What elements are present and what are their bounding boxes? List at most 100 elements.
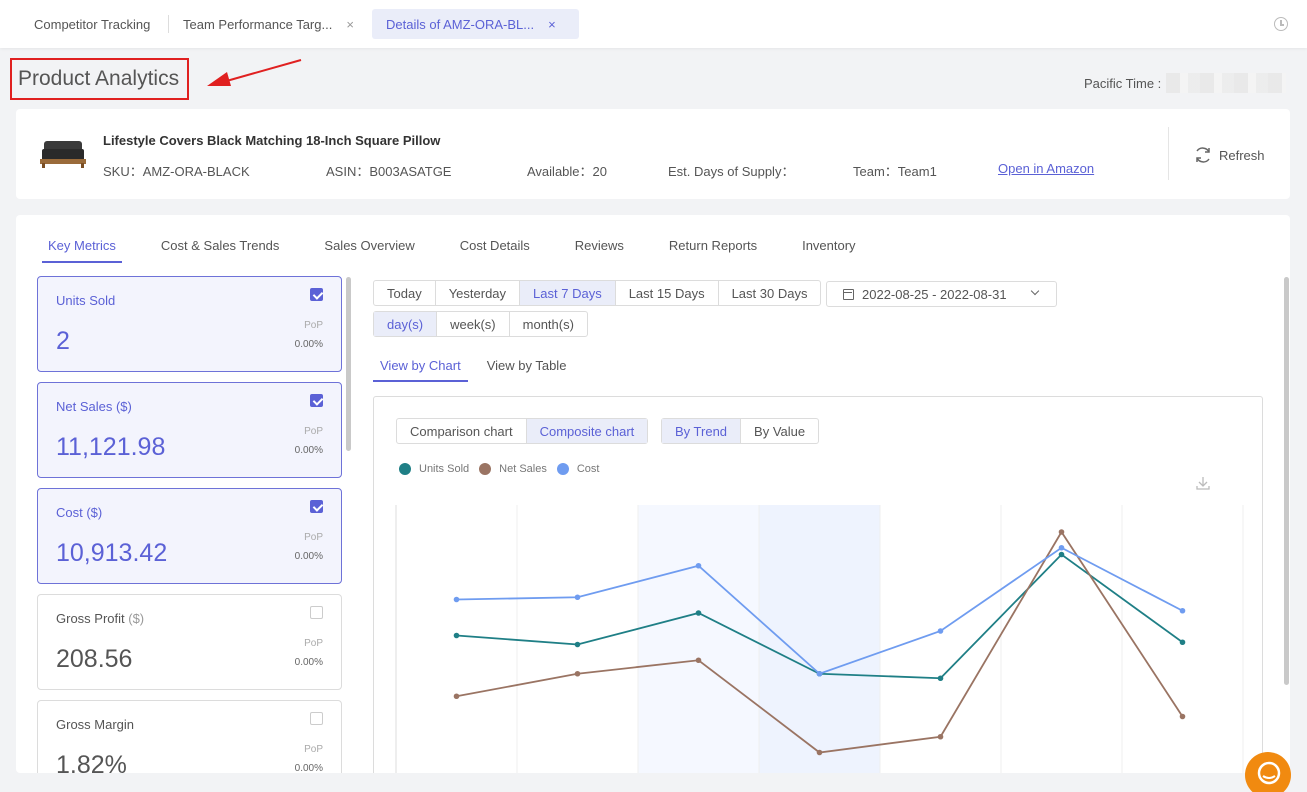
metric-label: Units Sold [56, 293, 116, 308]
metric-card-gross-profit[interactable]: Gross Profit ($) PoP 0.00% 208.56 [37, 594, 342, 690]
metric-card-cost[interactable]: Cost ($) PoP 0.00% 10,913.42 [37, 488, 342, 584]
metric-card-net-sales[interactable]: Net Sales ($) PoP 0.00% 11,121.98 [37, 382, 342, 478]
legend-item[interactable]: Net Sales [479, 463, 547, 475]
legend-label: Cost [576, 463, 600, 475]
tab-cost-details[interactable]: Cost Details [459, 238, 530, 253]
calendar-icon [843, 288, 854, 300]
tab-competitor-tracking[interactable]: Competitor Tracking [20, 9, 164, 39]
data-point[interactable] [937, 628, 944, 634]
tab-label: Details of AMZ-ORA-BL... [386, 16, 535, 32]
metric-checkbox[interactable] [310, 394, 323, 407]
data-point[interactable] [453, 693, 460, 700]
data-point[interactable] [574, 594, 581, 601]
metric-pop-label: PoP [304, 320, 323, 331]
product-summary-card: Lifestyle Covers Black Matching 18-Inch … [16, 109, 1290, 199]
data-point[interactable] [816, 749, 823, 756]
metric-pop-value: 0.00% [294, 763, 323, 773]
by-value-button[interactable]: By Value [740, 419, 818, 443]
refresh-button[interactable]: Refresh [1193, 145, 1265, 165]
metric-label: Gross Margin [56, 717, 135, 732]
metric-pop-label: PoP [304, 638, 323, 649]
data-point[interactable] [695, 562, 702, 569]
data-point[interactable] [1058, 544, 1065, 551]
metric-checkbox[interactable] [310, 606, 323, 619]
product-sku: SKU：AMZ-ORA-BLACK [103, 164, 250, 179]
metric-value: 2 [56, 327, 70, 355]
data-point[interactable] [937, 733, 944, 740]
metric-label: Gross Profit ($) [56, 611, 145, 626]
data-point[interactable] [695, 657, 702, 664]
tab-label: Competitor Tracking [34, 16, 151, 32]
data-point[interactable] [937, 675, 944, 682]
open-in-amazon-link[interactable]: Open in Amazon [998, 161, 1095, 176]
chart-panel: Comparison chart Composite chart By Tren… [373, 396, 1263, 773]
range-yesterday-button[interactable]: Yesterday [434, 281, 519, 305]
line-chart [395, 505, 1244, 773]
product-available: Available：20 [527, 164, 607, 179]
product-team: Team：Team1 [853, 164, 937, 179]
tab-reviews[interactable]: Reviews [574, 238, 624, 253]
chat-button[interactable] [1245, 752, 1291, 792]
granularity-day-button[interactable]: day(s) [374, 312, 437, 336]
page-title-text: Product Analytics [18, 67, 180, 90]
data-point[interactable] [574, 670, 581, 677]
clock-icon[interactable] [1274, 17, 1288, 31]
page-scrollbar[interactable] [1284, 277, 1289, 685]
data-point[interactable] [1179, 639, 1186, 646]
tab-inventory[interactable]: Inventory [802, 238, 856, 253]
data-point[interactable] [816, 670, 823, 677]
metric-pop-value: 0.00% [294, 445, 323, 456]
metric-checkbox[interactable] [310, 288, 323, 301]
metric-card-gross-margin[interactable]: Gross Margin PoP 0.00% 1.82% [37, 700, 342, 773]
date-range-picker[interactable]: 2022-08-25 - 2022-08-31 [826, 281, 1057, 307]
close-icon[interactable]: × [548, 16, 556, 32]
legend-item[interactable]: Units Sold [399, 463, 469, 475]
product-days-of-supply: Est. Days of Supply： [668, 164, 795, 179]
chevron-down-icon [1030, 286, 1040, 296]
metric-label: Cost ($) [56, 505, 103, 520]
granularity-month-button[interactable]: month(s) [508, 312, 587, 336]
data-point[interactable] [1179, 607, 1186, 614]
metrics-scrollbar[interactable] [346, 277, 351, 451]
data-point[interactable] [453, 596, 460, 603]
tab-key-metrics[interactable]: Key Metrics [42, 237, 122, 263]
tab-cost-sales-trends[interactable]: Cost & Sales Trends [160, 238, 280, 253]
refresh-icon [1196, 147, 1210, 163]
data-point[interactable] [574, 641, 581, 648]
range-last-30-days-button[interactable]: Last 30 Days [717, 281, 821, 305]
range-last-15-days-button[interactable]: Last 15 Days [614, 281, 718, 305]
comparison-chart-button[interactable]: Comparison chart [410, 423, 513, 439]
data-point[interactable] [1058, 551, 1065, 558]
download-icon[interactable] [1196, 476, 1210, 490]
tab-team-performance[interactable]: Team Performance Targ... × [169, 9, 368, 39]
metric-card-units-sold[interactable]: Units Sold PoP 0.00% 2 [37, 276, 342, 372]
metric-pop-value: 0.00% [294, 339, 323, 350]
timezone-label: Pacific Time : [1084, 76, 1162, 91]
legend-item[interactable]: Cost [556, 463, 600, 475]
chat-icon [1257, 761, 1281, 785]
legend-dot [479, 463, 492, 475]
data-point[interactable] [1179, 713, 1186, 720]
close-icon[interactable]: × [346, 16, 354, 32]
range-today-button[interactable]: Today [387, 285, 422, 301]
product-name: Lifestyle Covers Black Matching 18-Inch … [103, 133, 441, 148]
by-trend-button[interactable]: By Trend [662, 419, 741, 443]
data-point[interactable] [695, 610, 702, 616]
metric-checkbox[interactable] [310, 712, 323, 725]
tab-product-details[interactable]: Details of AMZ-ORA-BL... × [372, 9, 579, 39]
annotation-arrow-icon [207, 59, 302, 86]
metric-value: 1.82% [56, 751, 127, 773]
timezone-value-redacted [1166, 73, 1286, 93]
granularity-week-button[interactable]: week(s) [436, 312, 509, 336]
composite-chart-button[interactable]: Composite chart [525, 419, 648, 443]
tab-label: Team Performance Targ... [183, 16, 333, 32]
data-point[interactable] [1058, 529, 1065, 535]
tab-sales-overview[interactable]: Sales Overview [324, 238, 415, 253]
metric-checkbox[interactable] [310, 500, 323, 513]
tab-view-by-chart[interactable]: View by Chart [373, 355, 468, 382]
range-last-7-days-button[interactable]: Last 7 Days [519, 281, 615, 305]
tab-return-reports[interactable]: Return Reports [668, 238, 758, 253]
metric-value: 208.56 [56, 645, 133, 673]
tab-view-by-table[interactable]: View by Table [486, 358, 567, 373]
data-point[interactable] [453, 632, 460, 639]
